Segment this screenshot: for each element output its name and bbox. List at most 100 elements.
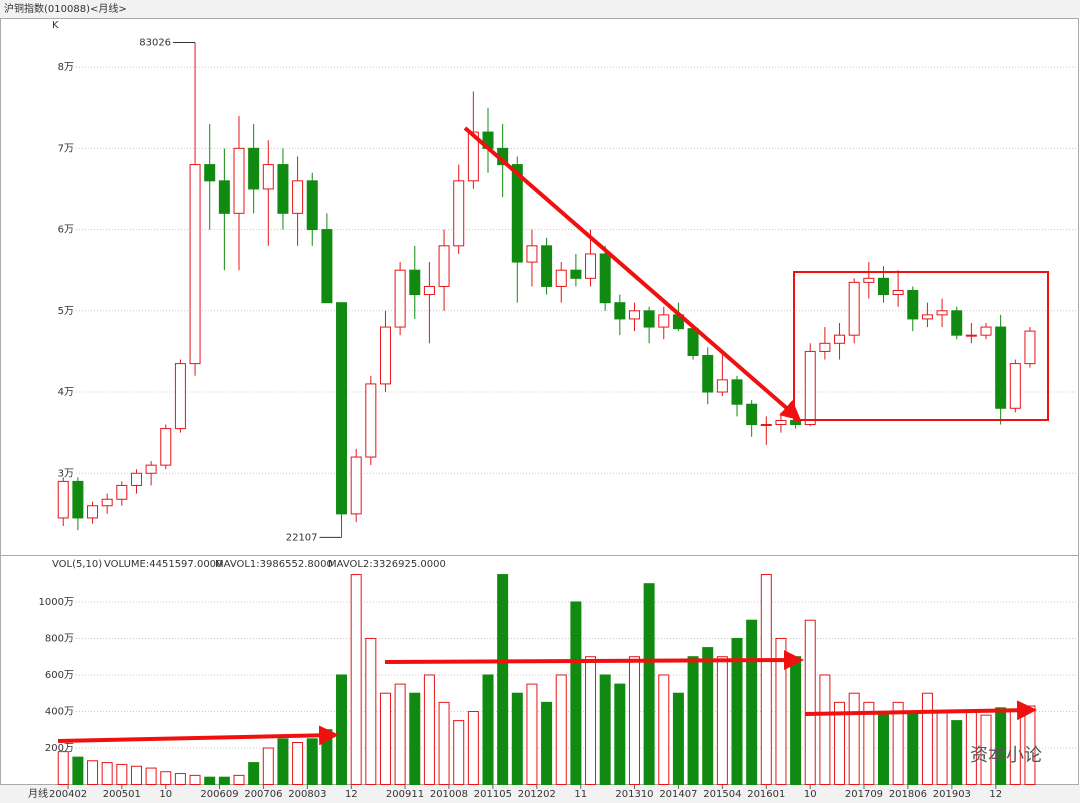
volume-bar — [174, 773, 186, 786]
volume-bar — [702, 647, 714, 785]
trend-arrow — [384, 650, 804, 671]
volume-bar — [189, 774, 201, 785]
candle-body — [995, 326, 1007, 409]
x-tick-label: 10 — [804, 789, 817, 800]
volume-bar — [130, 765, 142, 786]
candle-body — [951, 310, 963, 336]
y-tick-label: 200万 — [45, 743, 74, 754]
x-tick-label: 200609 — [200, 789, 238, 800]
candle-body — [379, 326, 391, 385]
volume-bar — [628, 656, 640, 785]
k-label: K — [52, 20, 59, 31]
extreme-label: 83026 — [139, 38, 171, 49]
volume-panel — [0, 555, 1079, 785]
candle-body — [687, 328, 699, 356]
volume-bar — [541, 701, 553, 786]
volume-bar — [321, 729, 333, 786]
x-tick-label: 200501 — [103, 789, 141, 800]
volume-bar — [262, 747, 274, 786]
x-tick-label: 201407 — [659, 789, 697, 800]
candle-body — [892, 289, 904, 296]
volume-bar — [555, 674, 567, 785]
candle-body — [936, 310, 948, 316]
volume-bar — [658, 674, 670, 785]
candle-body — [980, 326, 992, 336]
volume-bar — [233, 774, 245, 785]
candle-body — [834, 334, 846, 344]
candle-body — [921, 314, 933, 320]
title-bar — [0, 0, 1080, 18]
volume-bar — [365, 637, 377, 786]
volume-bar — [936, 710, 948, 785]
x-tick-label: 201202 — [518, 789, 556, 800]
candle-body — [863, 277, 875, 283]
candle-body — [599, 253, 611, 304]
volume-bar — [760, 574, 772, 786]
x-tick-label: 201105 — [474, 789, 512, 800]
volume-bar — [409, 692, 421, 785]
volume-bar — [482, 674, 494, 785]
x-tick-label: 201806 — [889, 789, 927, 800]
candle-body — [643, 310, 655, 328]
x-tick-label: 11 — [574, 789, 587, 800]
volume-bar — [804, 619, 816, 786]
candle-body — [526, 245, 538, 263]
x-tick-label: 200402 — [49, 789, 87, 800]
volume-bar — [585, 656, 597, 785]
y-tick-label: 6万 — [58, 225, 74, 236]
candle-body — [292, 180, 304, 214]
candle-body — [555, 269, 567, 287]
candle-body — [262, 164, 274, 190]
y-tick-label: 800万 — [45, 633, 74, 644]
volume-bar — [87, 760, 99, 785]
volume-bar — [980, 714, 992, 785]
candle-body — [731, 379, 743, 405]
vol-mavol2: MAVOL2:3326925.0000 — [328, 559, 446, 570]
volume-bar — [848, 692, 860, 785]
extreme-label: 22107 — [286, 532, 318, 543]
candle-body — [965, 334, 977, 337]
volume-bar — [746, 619, 758, 786]
candle-body — [189, 164, 201, 365]
y-tick-label: 400万 — [45, 706, 74, 717]
y-tick-label: 5万 — [58, 306, 74, 317]
volume-bar — [863, 701, 875, 786]
candle-body — [746, 403, 758, 426]
volume-bar — [204, 776, 216, 786]
candle-body — [248, 147, 260, 190]
candle-body — [453, 180, 465, 247]
candle-body — [394, 269, 406, 328]
candle-body — [218, 180, 230, 214]
volume-bar — [336, 674, 348, 785]
volume-bar — [350, 574, 362, 786]
candle-body — [72, 480, 84, 519]
volume-bar — [819, 674, 831, 785]
volume-bar — [892, 701, 904, 786]
volume-bar — [72, 756, 84, 785]
volume-bar — [995, 707, 1007, 785]
candle-body — [87, 505, 99, 519]
volume-bar — [497, 574, 509, 786]
candle-body — [877, 277, 889, 296]
x-tick-label: 201601 — [747, 789, 785, 800]
x-tick-label: 12 — [345, 789, 358, 800]
x-tick-label: 10 — [159, 789, 172, 800]
vol-volume: VOLUME:4451597.0000 — [104, 559, 222, 570]
volume-bar — [599, 674, 611, 785]
candle-body — [160, 428, 172, 466]
volume-bar — [145, 767, 157, 785]
volume-bar — [467, 710, 479, 785]
volume-bar — [57, 751, 69, 786]
candle-body — [130, 472, 142, 486]
volume-bar — [453, 720, 465, 785]
y-tick-label: 7万 — [58, 143, 74, 154]
volume-bar — [277, 738, 289, 785]
candle-body — [511, 164, 523, 263]
candle-body — [760, 424, 772, 427]
candle-body — [628, 310, 640, 320]
candle-body — [233, 147, 245, 214]
candle-body — [145, 464, 157, 474]
volume-bar — [687, 656, 699, 785]
candle-body — [321, 229, 333, 304]
